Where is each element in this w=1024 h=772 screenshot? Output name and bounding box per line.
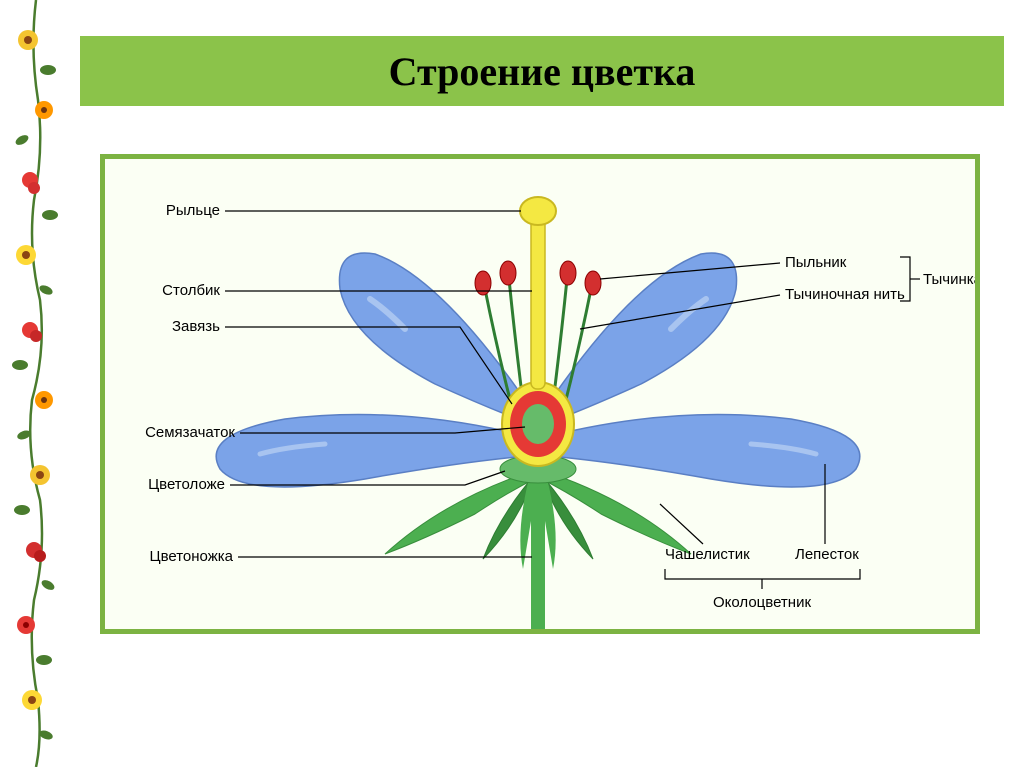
flower-diagram: Рыльце Столбик Завязь Семязачаток Цветол… (100, 154, 980, 634)
label-ovary: Завязь (172, 318, 220, 335)
label-stamen: Тычинка (923, 271, 975, 288)
label-stigma: Рыльце (166, 202, 220, 219)
pistil (502, 197, 574, 466)
label-perianth: Околоцветник (713, 594, 811, 611)
label-style: Столбик (162, 282, 220, 299)
decorative-vine (0, 0, 72, 767)
label-receptacle: Цветоложе (148, 476, 225, 493)
flower-svg: Рыльце Столбик Завязь Семязачаток Цветол… (105, 159, 975, 629)
title-bar: Строение цветка (80, 36, 1004, 106)
page-title: Строение цветка (389, 48, 696, 95)
label-sepal: Чашелистик (665, 546, 750, 563)
label-pedicel: Цветоножка (149, 548, 233, 565)
label-ovule: Семязачаток (145, 424, 235, 441)
label-petal: Лепесток (795, 546, 859, 563)
label-filament: Тычиночная нить (785, 286, 905, 303)
label-anther: Пыльник (785, 254, 847, 271)
